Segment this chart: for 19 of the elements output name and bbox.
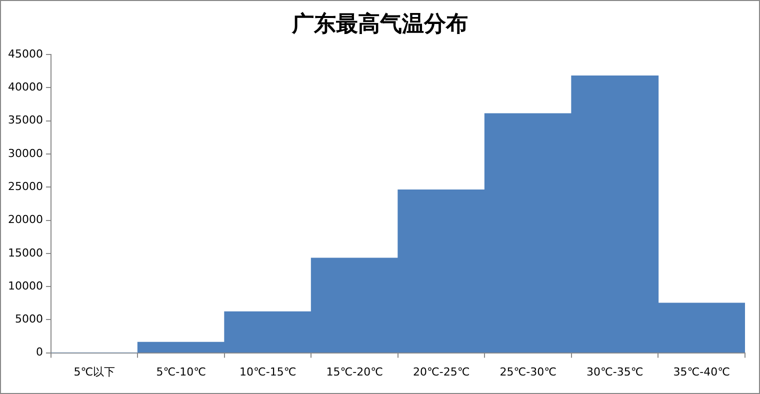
x-tick-label: 10℃-15℃ bbox=[240, 365, 296, 378]
y-tick-label: 30000 bbox=[8, 146, 43, 160]
y-tick-label: 5000 bbox=[14, 312, 43, 326]
x-tick-label: 5℃以下 bbox=[74, 365, 116, 378]
y-tick-label: 20000 bbox=[8, 213, 43, 226]
chart-title: 广东最高气温分布 bbox=[290, 10, 469, 39]
y-tick-label: 15000 bbox=[8, 246, 43, 260]
y-tick-label: 25000 bbox=[8, 180, 43, 193]
x-tick-label: 25℃-30℃ bbox=[500, 365, 556, 378]
x-tick-label: 15℃-20℃ bbox=[326, 365, 383, 378]
y-tick-label: 40000 bbox=[8, 80, 43, 94]
y-tick-label: 35000 bbox=[8, 114, 43, 127]
x-tick-label: 20℃-25℃ bbox=[413, 365, 470, 378]
x-tick-label: 35℃-40℃ bbox=[673, 365, 730, 378]
y-tick-label: 10000 bbox=[8, 279, 43, 292]
y-tick-label: 0 bbox=[36, 346, 43, 359]
y-tick-label: 45000 bbox=[8, 47, 43, 60]
x-tick-label: 30℃-35℃ bbox=[586, 365, 644, 378]
x-tick-label: 5℃-10℃ bbox=[156, 365, 206, 378]
